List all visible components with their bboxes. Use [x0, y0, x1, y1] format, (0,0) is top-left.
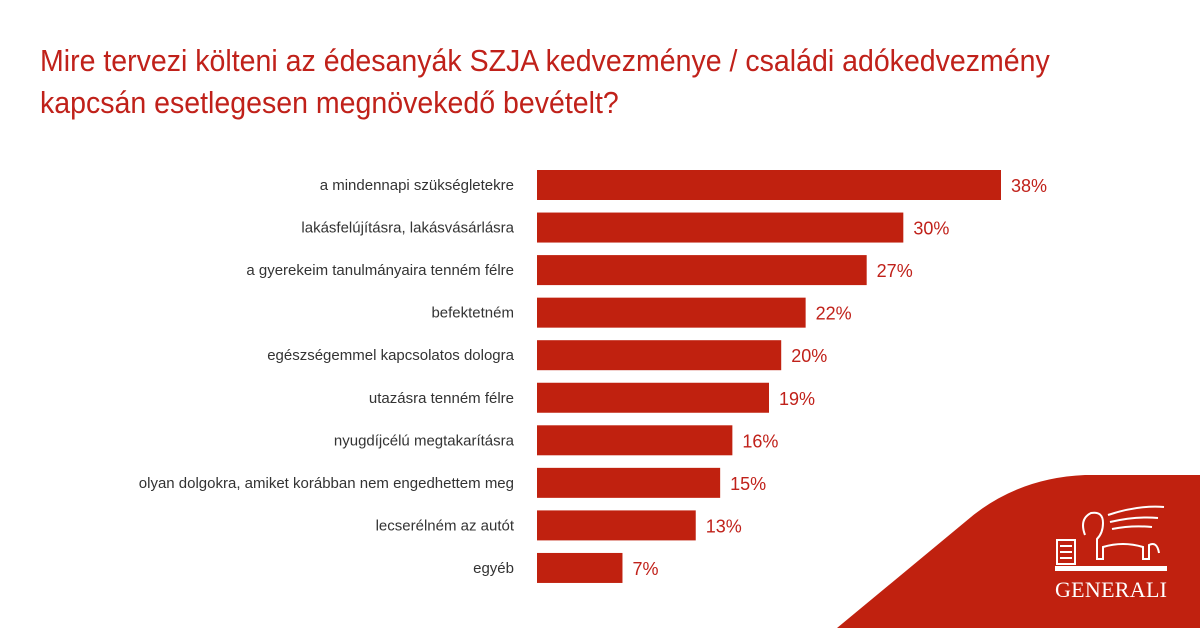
bar: [537, 297, 806, 328]
chart-title: Mire tervezi költeni az édesanyák SZJA k…: [40, 40, 1070, 124]
bar: [537, 212, 904, 243]
category-label: egészségemmel kapcsolatos dologra: [267, 347, 514, 364]
category-label: olyan dolgokra, amiket korábban nem enge…: [139, 475, 514, 492]
bar: [537, 340, 782, 371]
title-line-2: kapcsán esetlegesen megnövekedő bevételt…: [40, 85, 619, 120]
bar: [537, 467, 721, 498]
value-label: 15%: [730, 474, 766, 494]
value-label: 19%: [779, 389, 815, 409]
lion-icon: [1056, 505, 1165, 565]
bar: [537, 510, 696, 541]
category-label: nyugdíjcélú megtakarításra: [334, 432, 515, 449]
category-label: egyéb: [473, 560, 514, 577]
brand-wordmark: GENERALI: [1055, 577, 1167, 602]
value-label: 7%: [632, 559, 658, 579]
bar: [537, 382, 769, 413]
category-label: a mindennapi szükségletekre: [320, 177, 514, 194]
category-label: lecserélném az autót: [376, 517, 515, 534]
bar: [537, 425, 733, 456]
value-label: 20%: [791, 346, 827, 366]
category-label: a gyerekeim tanulmányaira tenném félre: [246, 262, 514, 279]
value-label: 16%: [742, 431, 778, 451]
value-label: 38%: [1011, 176, 1047, 196]
value-label: 22%: [816, 304, 852, 324]
category-label: befektetném: [431, 305, 514, 322]
value-label: 13%: [706, 516, 742, 536]
value-label: 27%: [877, 261, 913, 281]
bar: [537, 255, 867, 286]
category-label: lakásfelújításra, lakásvásárlásra: [301, 220, 514, 237]
value-label: 30%: [913, 219, 949, 239]
brand-swoosh: [837, 475, 1200, 628]
bar: [537, 170, 1001, 200]
title-line-1: Mire tervezi költeni az édesanyák SZJA k…: [40, 43, 1050, 78]
bar: [537, 552, 623, 583]
category-label: utazásra tenném félre: [369, 390, 514, 407]
